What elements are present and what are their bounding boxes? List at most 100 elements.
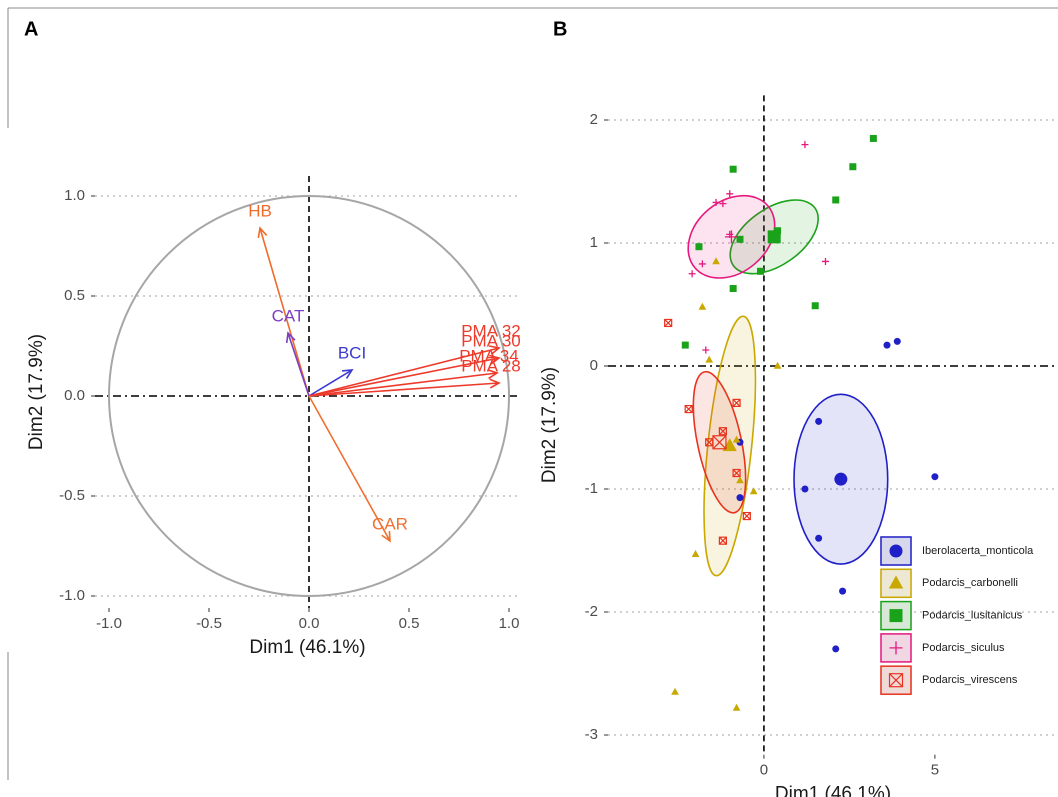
- point: [712, 435, 727, 450]
- point-shape: [736, 235, 744, 243]
- point-shape: [718, 427, 727, 436]
- variable-label: BCI: [338, 343, 366, 362]
- point: [773, 361, 782, 369]
- point: [893, 337, 901, 345]
- point-shape: [671, 687, 679, 695]
- point-shape: [889, 673, 903, 688]
- y-tick-label: -3: [585, 726, 598, 743]
- point: [719, 200, 727, 208]
- point-shape: [869, 134, 877, 142]
- arrow: [259, 227, 310, 397]
- point-shape: [732, 398, 741, 408]
- y-tick-label: -1.0: [59, 587, 85, 604]
- variable-label: PMA 30: [461, 331, 521, 350]
- point-shape: [695, 243, 703, 251]
- variable-label: HB: [248, 201, 272, 220]
- point-shape: [718, 536, 727, 545]
- arrow-head: [381, 530, 391, 543]
- arrow-head: [489, 378, 501, 389]
- point-shape: [681, 341, 689, 349]
- point-shape: [767, 230, 781, 244]
- legend-label: Podarcis_siculus: [922, 642, 1005, 654]
- point-shape: [889, 609, 903, 623]
- x-tick-label: 0.0: [299, 615, 320, 632]
- y-tick-label: 1: [590, 234, 598, 251]
- panel-label: B: [553, 18, 567, 40]
- point: [736, 494, 744, 502]
- point-shape: [729, 285, 737, 293]
- point-shape: [724, 230, 738, 244]
- arrow: [308, 347, 500, 397]
- x-axis-label: Dim1 (46.1%): [249, 637, 365, 658]
- point-shape: [718, 536, 727, 545]
- point: [671, 687, 679, 695]
- variable-label: PMA 28: [461, 356, 521, 375]
- legend-marker: [888, 673, 904, 688]
- point-shape: [931, 473, 939, 481]
- point-shape: [742, 511, 751, 521]
- legend-marker: [889, 544, 903, 558]
- point: [821, 257, 829, 265]
- point: [832, 645, 840, 653]
- legend-label: Podarcis_lusitanicus: [922, 610, 1023, 622]
- point: [724, 230, 738, 244]
- point-shape: [698, 302, 707, 310]
- point: [729, 285, 737, 293]
- point-shape: [698, 260, 706, 268]
- point-shape: [849, 163, 857, 171]
- legend-marker: [889, 609, 903, 623]
- y-tick-label: 0.0: [64, 387, 85, 404]
- point-shape: [821, 257, 829, 265]
- point-shape: [726, 190, 734, 198]
- point-shape: [889, 544, 903, 558]
- variable-label: CAR: [372, 514, 408, 533]
- point-shape: [705, 438, 714, 447]
- y-tick-label: -0.5: [59, 487, 85, 504]
- point-shape: [888, 673, 904, 688]
- point-shape: [729, 165, 737, 173]
- point: [832, 196, 840, 204]
- legend-label: Podarcis_carbonelli: [922, 577, 1018, 589]
- point: [815, 417, 823, 425]
- y-tick-label: 0: [590, 357, 598, 374]
- y-tick-label: 2: [590, 111, 598, 128]
- point-shape: [684, 404, 693, 414]
- point: [718, 427, 727, 436]
- arrow-head: [489, 354, 501, 365]
- point: [742, 511, 751, 521]
- arrow: [308, 382, 500, 397]
- y-axis-label: Dim2 (17.9%): [26, 334, 47, 450]
- legend-label: Podarcis_virescens: [922, 674, 1018, 686]
- point-shape: [712, 435, 727, 450]
- y-tick-label: -2: [585, 603, 598, 620]
- arrow-head: [489, 345, 501, 356]
- point: [729, 165, 737, 173]
- point: [749, 487, 758, 495]
- point: [732, 703, 741, 711]
- point: [736, 476, 744, 484]
- point-shape: [732, 703, 741, 711]
- point: [698, 260, 706, 268]
- point: [726, 190, 734, 198]
- arrow-head: [487, 369, 499, 380]
- unit-circle: [108, 195, 510, 597]
- legend-marker: [888, 575, 904, 589]
- point: [705, 355, 714, 363]
- point-shape: [688, 270, 696, 278]
- point: [732, 398, 741, 408]
- point-shape: [732, 398, 741, 407]
- legend-key: [880, 600, 912, 631]
- point-shape: [732, 468, 741, 478]
- point-shape: [801, 141, 809, 149]
- point-shape: [712, 257, 720, 265]
- arrow: [308, 369, 353, 397]
- x-tick-label: 1.0: [499, 615, 520, 632]
- point: [801, 141, 809, 149]
- arrow-head: [341, 369, 354, 379]
- variable-label: PMA 34: [459, 346, 519, 365]
- point-shape: [684, 405, 693, 413]
- point: [712, 257, 720, 265]
- point: [757, 267, 765, 275]
- point: [849, 163, 857, 171]
